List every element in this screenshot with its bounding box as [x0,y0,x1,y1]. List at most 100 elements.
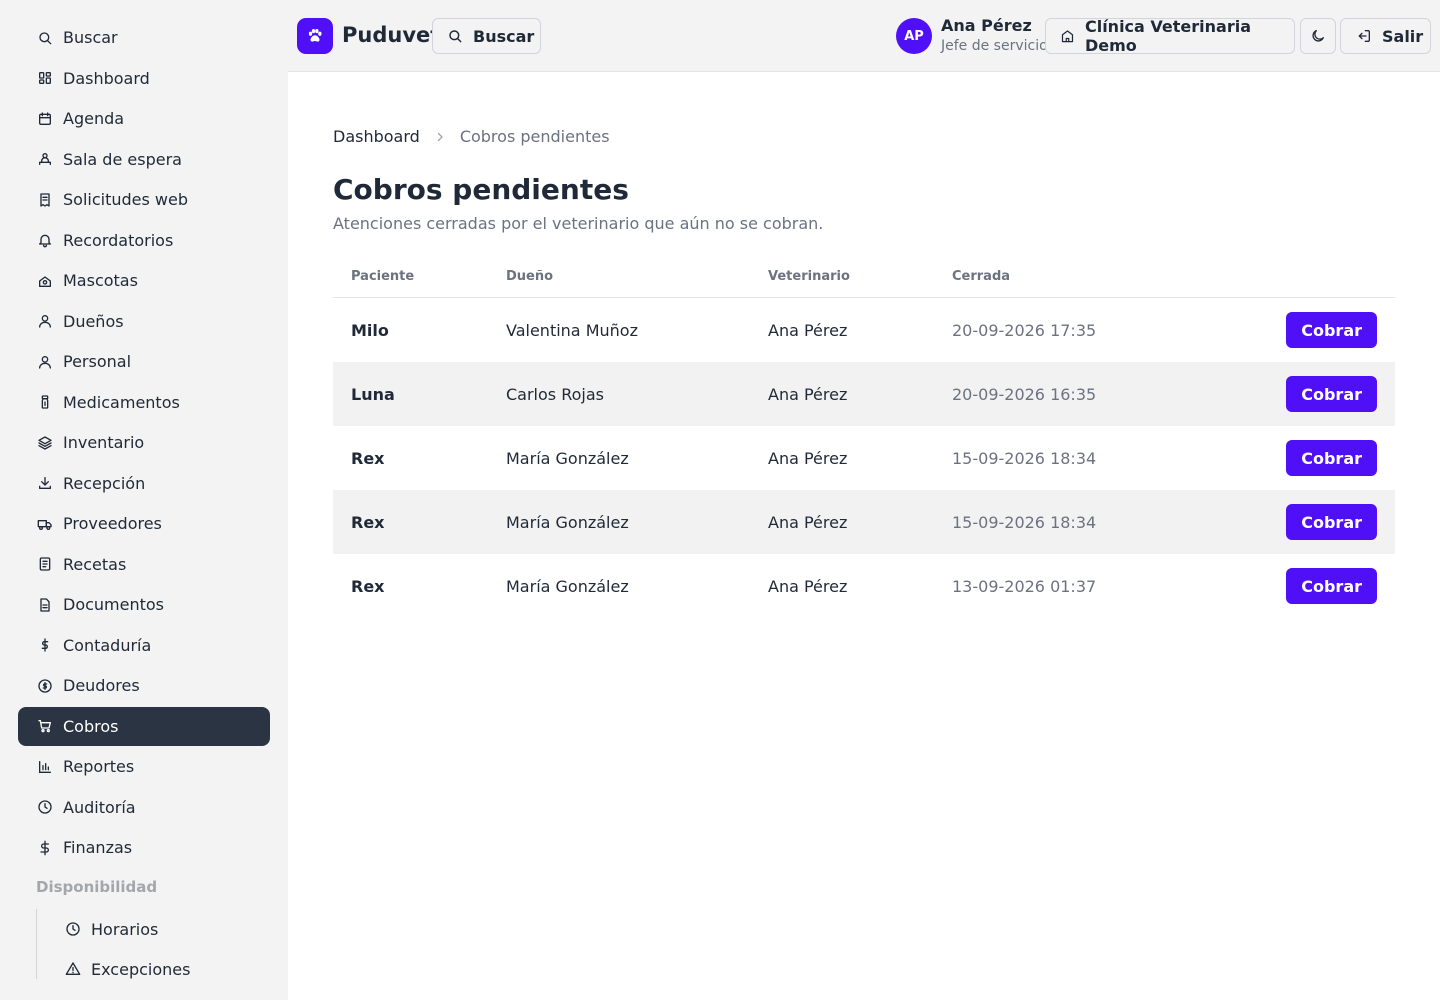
logout-icon [1358,30,1370,42]
sidebar-section-label: Disponibilidad [36,878,158,896]
table-row: Rex María González Ana Pérez 13-09-2026 01:… [333,554,1395,618]
breadcrumb-link-dashboard[interactable]: Dashboard [333,127,420,146]
sidebar-item-buscar[interactable]: Buscar [18,18,270,57]
bar-chart-icon [37,759,53,775]
logout-button[interactable]: Salir [1340,18,1431,54]
building-icon [1061,30,1074,43]
cell-paciente: Luna [351,384,395,404]
cell-actions: Cobrar [1202,568,1395,604]
table-row: Rex María González Ana Pérez 15-09-2026 18:… [333,490,1395,554]
clinic-selector-button[interactable]: Clínica Veterinaria Demo [1045,17,1295,55]
search-icon [37,30,53,46]
sidebar-item-mascotas[interactable]: Mascotas [18,261,270,300]
sidebar-item-recetas[interactable]: Recetas [18,545,270,584]
cobrar-button[interactable]: Cobrar [1286,312,1377,348]
sidebar-item-recordatorios[interactable]: Recordatorios [18,221,270,260]
sidebar-item-contaduria[interactable]: Contaduría [18,626,270,665]
sidebar-item-documentos[interactable]: Documentos [18,585,270,624]
cell-paciente: Rex [351,576,385,596]
cobrar-button[interactable]: Cobrar [1286,568,1377,604]
sidebar-item-finanzas[interactable]: Finanzas [18,828,270,867]
sidebar-item-label: Buscar [63,28,118,47]
search-button-label: Buscar [473,26,535,46]
sidebar-item-reportes[interactable]: Reportes [18,747,270,786]
layers-icon [37,435,53,451]
sidebar-item-auditoria[interactable]: Auditoría [18,788,270,827]
table-row: Luna Carlos Rojas Ana Pérez 20-09-2026 16:3… [333,362,1395,426]
cobrar-button[interactable]: Cobrar [1286,504,1377,540]
page-subtitle: Atenciones cerradas por el veterinario q… [333,214,824,233]
table-row: Rex María González Ana Pérez 15-09-2026 18:… [333,426,1395,490]
brand-name[interactable]: Puduvet [342,23,441,47]
sidebar-item-label: Inventario [63,433,145,452]
sidebar-item-recepcion[interactable]: Recepción [18,464,270,503]
table-body: Milo Valentina Muñoz Ana Pérez 20-09-2026 1… [333,298,1395,618]
sidebar-item-inventario[interactable]: Inventario [18,423,270,462]
cobrar-button[interactable]: Cobrar [1286,440,1377,476]
sidebar: Buscar Dashboard Agenda Sala de espera Solic… [0,0,288,1000]
logo[interactable] [297,18,333,54]
sidebar-item-label: Recetas [63,554,127,574]
cell-veterinario: Ana Pérez [768,512,848,532]
cell-actions: Cobrar [1202,376,1395,412]
top-header: Puduvet Buscar AP Ana Pérez Jefe de serv… [288,0,1440,72]
cobrar-button[interactable]: Cobrar [1286,376,1377,412]
search-button[interactable]: Buscar [432,18,541,54]
sidebar-item-excepciones[interactable]: Excepciones [37,949,270,989]
clock-icon [37,799,53,815]
dashboard-icon [37,70,53,86]
sidebar-item-label: Solicitudes web [63,190,188,209]
sidebar-item-label: Contaduría [63,635,152,655]
logout-label: Salir [1382,26,1424,46]
chevron-right-icon [434,131,446,143]
cell-veterinario: Ana Pérez [768,384,848,404]
breadcrumb: Dashboard Cobros pendientes [333,127,610,146]
sidebar-item-personal[interactable]: Personal [18,342,270,381]
sidebar-item-dashboard[interactable]: Dashboard [18,59,270,98]
sidebar-item-cobros[interactable]: Cobros [18,706,270,746]
cell-dueno: Carlos Rojas [506,384,604,404]
sidebar-item-label: Auditoría [63,797,136,817]
sidebar-item-label: Recordatorios [63,230,174,250]
sidebar-item-label: Cobros [63,716,119,736]
cell-veterinario: Ana Pérez [768,576,848,596]
user-name: Ana Pérez [941,16,1032,35]
sidebar-item-label: Finanzas [63,838,133,857]
sidebar-item-label: Dueños [63,311,124,331]
receipt-icon [37,192,53,208]
sidebar-item-label: Recepción [63,473,146,493]
user-icon [37,313,53,329]
sidebar-item-duenos[interactable]: Dueños [18,302,270,341]
cell-actions: Cobrar [1202,312,1395,348]
column-header-paciente: Paciente [351,269,415,284]
pending-charges-table: Paciente Dueño Veterinario Cerrada Milo V… [333,256,1395,618]
sidebar-item-agenda[interactable]: Agenda [18,99,270,138]
cell-paciente: Milo [351,320,389,340]
staff-icon [37,354,53,370]
sidebar-item-horarios[interactable]: Horarios [37,909,270,949]
cell-actions: Cobrar [1202,440,1395,476]
bell-icon [37,232,53,248]
sidebar-item-label: Horarios [91,919,159,939]
cell-actions: Cobrar [1202,504,1395,540]
main-content: Dashboard Cobros pendientes Cobros pendi… [288,72,1440,1000]
pet-icon [37,273,53,289]
theme-toggle-button[interactable] [1300,18,1336,54]
sidebar-item-proveedores[interactable]: Proveedores [18,504,270,543]
dollar-sign-icon [37,840,53,856]
cell-dueno: María González [506,448,629,468]
sidebar-item-label: Agenda [63,109,125,128]
sidebar-item-label: Mascotas [63,271,138,290]
table-row: Milo Valentina Muñoz Ana Pérez 20-09-2026 1… [333,298,1395,362]
sidebar-item-medicamentos[interactable]: Medicamentos [18,383,270,422]
sidebar-item-solicitudes-web[interactable]: Solicitudes web [18,180,270,219]
clinic-name: Clínica Veterinaria Demo [1084,17,1251,55]
avatar[interactable]: AP [896,18,932,54]
sidebar-item-sala-de-espera[interactable]: Sala de espera [18,140,270,179]
sidebar-nav: Buscar Dashboard Agenda Sala de espera Solic… [18,18,270,869]
sidebar-item-label: Dashboard [63,68,150,88]
truck-icon [37,516,53,532]
sidebar-item-deudores[interactable]: Deudores [18,666,270,705]
cell-veterinario: Ana Pérez [768,320,848,340]
coin-icon [37,678,53,694]
